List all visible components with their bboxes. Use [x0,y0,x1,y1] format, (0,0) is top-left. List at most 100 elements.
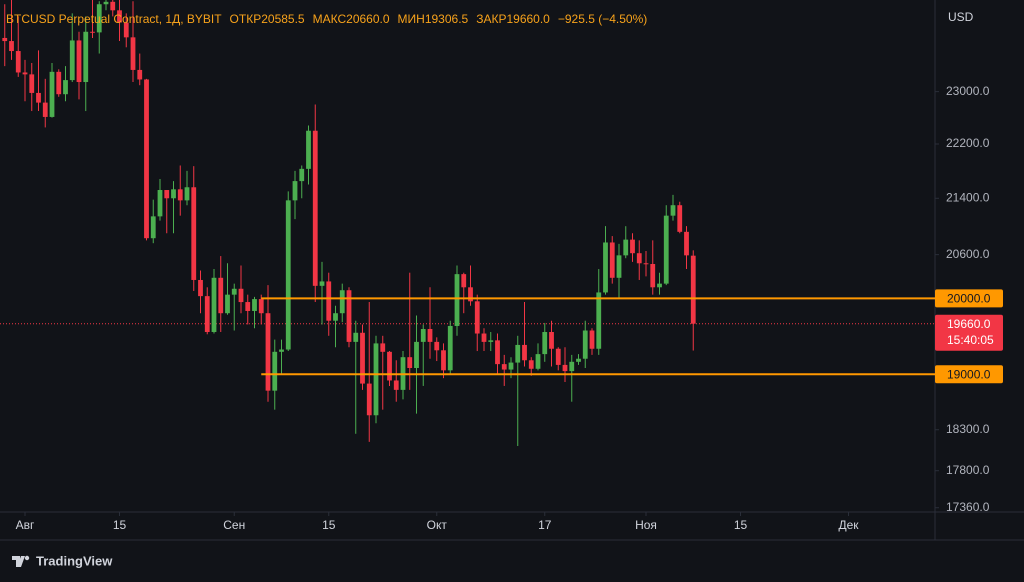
candle-body [684,231,689,256]
candle-body [616,255,622,278]
x-tick-label: Окт [427,518,448,532]
x-tick-label: 15 [113,518,127,532]
candle-body [9,41,14,52]
candle-body [353,332,359,342]
candle-body [285,200,291,350]
candle-body [663,215,669,284]
candle-body [211,277,217,333]
candle-body [522,344,527,361]
candle-body [204,296,210,333]
candle-body [555,348,561,365]
candle-body [144,79,149,239]
candle-body [198,279,203,297]
legend-field-label: ОТКР [230,12,262,26]
legend-field-value: 20585.5 [261,12,305,26]
candle-body [414,341,419,369]
candle-body [528,360,534,369]
candle-body [603,242,608,293]
candle-body [481,333,487,342]
candle-body [292,181,298,201]
candle-body [589,330,595,349]
candle-body [434,341,440,351]
candle-body [488,340,494,342]
candle-body [252,299,257,311]
candle-body [623,239,629,256]
candle-body [177,189,183,201]
footer-brand: TradingView [36,553,113,568]
legend-field-value: 20660.0 [346,12,390,26]
candle-body [265,313,271,391]
candle-body [218,277,224,314]
candle-body [2,37,8,42]
x-tick-label: Дек [838,518,859,532]
legend-change: −925.5 (−4.50%) [558,12,647,26]
candle-body [468,287,473,302]
legend-field-label: МИН [398,12,425,26]
logo-icon [12,556,25,567]
candle-body [373,343,379,416]
candle-body [461,274,467,288]
candle-body [387,351,392,381]
legend-field-value: 19306.5 [425,12,469,26]
candle-body [441,350,446,371]
logo [12,555,30,567]
candle-body [542,332,548,355]
y-tick-label: 23000.0 [946,84,990,98]
candle-body [63,80,68,95]
candle-body [258,299,264,314]
candle-body [15,51,21,73]
candle-body [36,92,41,103]
candle-body [49,71,55,117]
x-tick-label: Авг [16,518,35,532]
candle-body [643,263,649,265]
legend-field-label: ЗАКР [476,12,506,26]
legend-field-value: 19660.0 [506,12,550,26]
y-tick-label: 22200.0 [946,136,990,150]
candle-body [76,40,82,83]
candle-body [333,313,338,321]
candle-body [69,40,75,81]
candle-body [123,22,129,38]
candle-body [677,205,683,232]
candle-body [326,281,332,321]
last-price-label: 19660.0 [947,317,991,331]
candle-body [299,168,305,182]
candle-body [339,290,345,314]
candle-body [515,344,521,363]
legend-field-label: МАКС [313,12,347,26]
candle-body [447,325,453,371]
level-label-box [935,289,1003,308]
candle-body [657,283,662,288]
x-tick-label: 15 [734,518,748,532]
candle-body [164,190,170,199]
plot-area [0,0,935,446]
candle-body [56,71,62,95]
candle-body [549,332,554,349]
candle-body [90,31,95,33]
candle-body [454,274,460,326]
legend: BTCUSD Perpetual Contract, 1Д, BYBIT ОТКР… [6,12,647,26]
candle-body [636,253,642,264]
candle-body [346,290,352,342]
y-tick-label: 17360.0 [946,500,990,514]
candle-body [501,364,507,370]
candle-body [279,349,284,352]
logo-dot [24,555,30,561]
candle-body [83,31,89,83]
candle-body [380,343,386,352]
level-label-box [935,365,1003,384]
candle-body [596,292,602,349]
candle-body [690,255,696,324]
x-tick-label: Ноя [635,518,657,532]
currency-label: USD [948,10,974,24]
candle-body [96,4,102,33]
candle-body [420,328,426,342]
candle-body [569,361,575,372]
candle-body [22,72,28,75]
legend-symbol: BTCUSD Perpetual Contract, 1Д, BYBIT [6,12,222,26]
x-tick-label: 15 [322,518,336,532]
candle-body [474,301,480,334]
candle-body [130,37,136,70]
